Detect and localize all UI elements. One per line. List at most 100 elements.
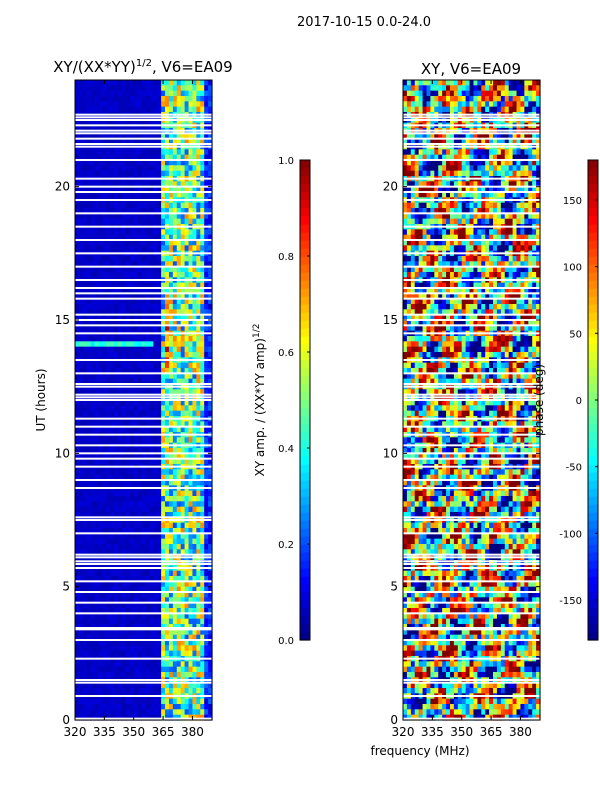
heatmap-cell [196,352,201,358]
heatmap-cell [161,208,166,214]
heatmap-cell [172,229,178,236]
heatmap-cell [196,298,201,305]
heatmap-cell [184,698,190,705]
heatmap-cell [121,293,127,300]
heatmap-cell [82,346,88,353]
heatmap-cell [446,90,451,97]
heatmap-cell [110,666,115,673]
heatmap-cell [473,101,478,108]
heatmap-cell [200,458,205,465]
heatmap-cell [102,352,107,358]
heatmap-cell [137,613,143,620]
heatmap-cell [149,522,154,529]
heatmap-cell [524,80,529,86]
heatmap-cell [137,629,143,636]
missing-data-gap [75,265,212,268]
heatmap-cell [98,458,103,465]
heatmap-cell [168,570,174,577]
heatmap-cell [172,346,178,353]
heatmap-cell [110,101,115,108]
heatmap-cell [180,261,186,268]
heatmap-cell [125,256,131,262]
heatmap-cell [121,421,127,428]
heatmap-cell [82,80,88,86]
heatmap-cell [141,229,147,236]
heatmap-cell [75,192,80,198]
heatmap-cell [196,304,201,310]
x-tick-label: 350 [122,725,145,739]
heatmap-cell [114,576,119,582]
heatmap-cell [153,288,158,294]
heatmap-cell [141,90,147,97]
heatmap-cell [184,309,190,316]
heatmap-cell [200,373,205,380]
heatmap-cell [153,437,158,444]
heatmap-cell [196,709,201,716]
heatmap-cell [204,549,209,556]
heatmap-cell [141,528,147,534]
heatmap-cell [125,245,131,252]
heatmap-cell [86,373,92,380]
heatmap-cell [208,293,213,300]
heatmap-cell [110,709,115,716]
heatmap-cell [129,266,135,273]
heatmap-cell [196,378,201,385]
heatmap-cell [125,640,131,646]
heatmap-cell [125,698,131,705]
heatmap-cell [82,528,88,534]
heatmap-cell [86,426,92,433]
heatmap-cell [180,186,186,193]
heatmap-cell [118,170,123,177]
heatmap-cell [196,96,201,102]
heatmap-cell [125,501,131,508]
heatmap-cell [137,325,143,332]
amplitude-colorbar: 0.00.20.40.60.81.0 XY amp. / (XX*YY amp)… [252,156,311,647]
heatmap-cell [98,634,103,641]
heatmap-cell [106,181,111,188]
heatmap-cell [418,90,424,97]
heatmap-cell [532,80,537,86]
heatmap-cell [129,218,135,225]
heatmap-cell [192,501,197,508]
heatmap-cell [157,96,162,102]
heatmap-cell [508,165,514,172]
missing-data-gap [75,292,212,295]
heatmap-cell [184,672,190,678]
heatmap-cell [90,85,96,92]
heatmap-cell [121,192,127,198]
heatmap-cell [208,650,213,657]
heatmap-cell [469,165,475,172]
colorbar-swatch [300,344,310,353]
heatmap-cell [204,682,209,689]
heatmap-cell [516,138,522,145]
heatmap-cell [118,650,123,657]
heatmap-cell [192,618,197,625]
heatmap-cell [168,544,174,550]
heatmap-cell [90,208,96,214]
heatmap-cell [153,341,158,348]
heatmap-cell [82,512,88,518]
heatmap-cell [98,138,103,145]
heatmap-cell [516,101,522,108]
heatmap-cell [172,160,178,166]
heatmap-cell [442,133,447,140]
heatmap-cell [508,154,514,161]
heatmap-cell [90,597,96,604]
heatmap-cell [208,421,213,428]
heatmap-cell [133,192,139,198]
heatmap-cell [149,629,154,636]
heatmap-cell [153,208,158,214]
heatmap-cell [168,682,174,689]
heatmap-cell [94,650,100,657]
heatmap-cell [165,480,170,486]
heatmap-cell [75,666,80,673]
heatmap-cell [536,165,541,172]
heatmap-cell [477,149,482,156]
heatmap-cell [82,165,88,172]
heatmap-cell [180,586,186,593]
heatmap-cell [106,85,111,92]
heatmap-cell [204,618,209,625]
heatmap-cell [208,298,213,305]
heatmap-cell [196,106,201,113]
heatmap-cell [165,229,170,236]
